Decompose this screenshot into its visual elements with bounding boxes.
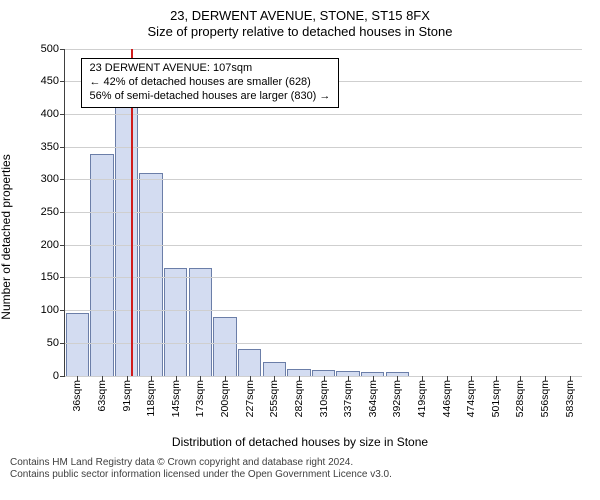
grid-line xyxy=(65,277,582,278)
chart-container: Number of detached properties 0501001502… xyxy=(10,43,590,431)
y-tick-label: 200 xyxy=(41,239,65,251)
histogram-bar xyxy=(213,317,236,376)
title-line-2: Size of property relative to detached ho… xyxy=(10,24,590,40)
y-tick-label: 500 xyxy=(41,43,65,55)
x-tick-label: 583sqm xyxy=(564,380,576,417)
x-tick-label: 364sqm xyxy=(367,380,379,417)
x-tick-label: 36sqm xyxy=(71,380,83,412)
x-tick-label: 474sqm xyxy=(465,380,477,417)
annotation-line-2: ← 42% of detached houses are smaller (62… xyxy=(90,76,331,90)
histogram-bar xyxy=(139,173,162,376)
title-line-1: 23, DERWENT AVENUE, STONE, ST15 8FX xyxy=(10,8,590,24)
x-tick-label: 200sqm xyxy=(219,380,231,417)
x-tick-label: 556sqm xyxy=(539,380,551,417)
y-axis-label: Number of detached properties xyxy=(0,154,13,319)
annotation-line-3: 56% of semi-detached houses are larger (… xyxy=(90,90,331,104)
histogram-bar xyxy=(238,349,261,375)
y-tick-label: 450 xyxy=(41,75,65,87)
grid-line xyxy=(65,114,582,115)
grid-line xyxy=(65,245,582,246)
y-tick-label: 350 xyxy=(41,141,65,153)
x-tick-label: 227sqm xyxy=(244,380,256,417)
footnote-line-2: Contains public sector information licen… xyxy=(10,469,590,482)
x-tick-label: 419sqm xyxy=(416,380,428,417)
histogram-bar xyxy=(164,268,187,376)
histogram-bar xyxy=(66,313,89,375)
histogram-bar xyxy=(115,107,138,375)
histogram-bar xyxy=(189,268,212,376)
y-tick-label: 0 xyxy=(53,370,65,382)
histogram-bar xyxy=(263,362,286,375)
grid-line xyxy=(65,49,582,50)
x-tick-label: 63sqm xyxy=(96,380,108,412)
grid-line xyxy=(65,343,582,344)
x-tick-label: 337sqm xyxy=(342,380,354,417)
x-tick-label: 145sqm xyxy=(170,380,182,417)
x-tick-label: 91sqm xyxy=(121,380,133,412)
grid-line xyxy=(65,310,582,311)
y-tick-label: 300 xyxy=(41,173,65,185)
plot-area: 05010015020025030035040045050036sqm63sqm… xyxy=(64,49,582,377)
x-tick-label: 446sqm xyxy=(441,380,453,417)
y-tick-label: 50 xyxy=(47,337,65,349)
annotation-line-1: 23 DERWENT AVENUE: 107sqm xyxy=(90,62,331,76)
y-tick-label: 250 xyxy=(41,206,65,218)
footnote-line-1: Contains HM Land Registry data © Crown c… xyxy=(10,457,590,470)
y-tick-label: 100 xyxy=(41,304,65,316)
annotation-box: 23 DERWENT AVENUE: 107sqm← 42% of detach… xyxy=(81,58,340,107)
grid-line xyxy=(65,212,582,213)
x-tick-label: 501sqm xyxy=(490,380,502,417)
x-tick-label: 528sqm xyxy=(514,380,526,417)
x-tick-label: 310sqm xyxy=(318,380,330,417)
chart-title-block: 23, DERWENT AVENUE, STONE, ST15 8FX Size… xyxy=(10,8,590,41)
x-axis-label: Distribution of detached houses by size … xyxy=(10,435,590,449)
y-tick-label: 150 xyxy=(41,271,65,283)
grid-line xyxy=(65,147,582,148)
y-tick-label: 400 xyxy=(41,108,65,120)
chart-footnote: Contains HM Land Registry data © Crown c… xyxy=(10,457,590,482)
x-tick-label: 118sqm xyxy=(145,380,157,417)
grid-line xyxy=(65,179,582,180)
x-tick-label: 255sqm xyxy=(268,380,280,417)
x-tick-label: 173sqm xyxy=(194,380,206,417)
x-tick-label: 282sqm xyxy=(293,380,305,417)
x-tick-label: 392sqm xyxy=(391,380,403,417)
